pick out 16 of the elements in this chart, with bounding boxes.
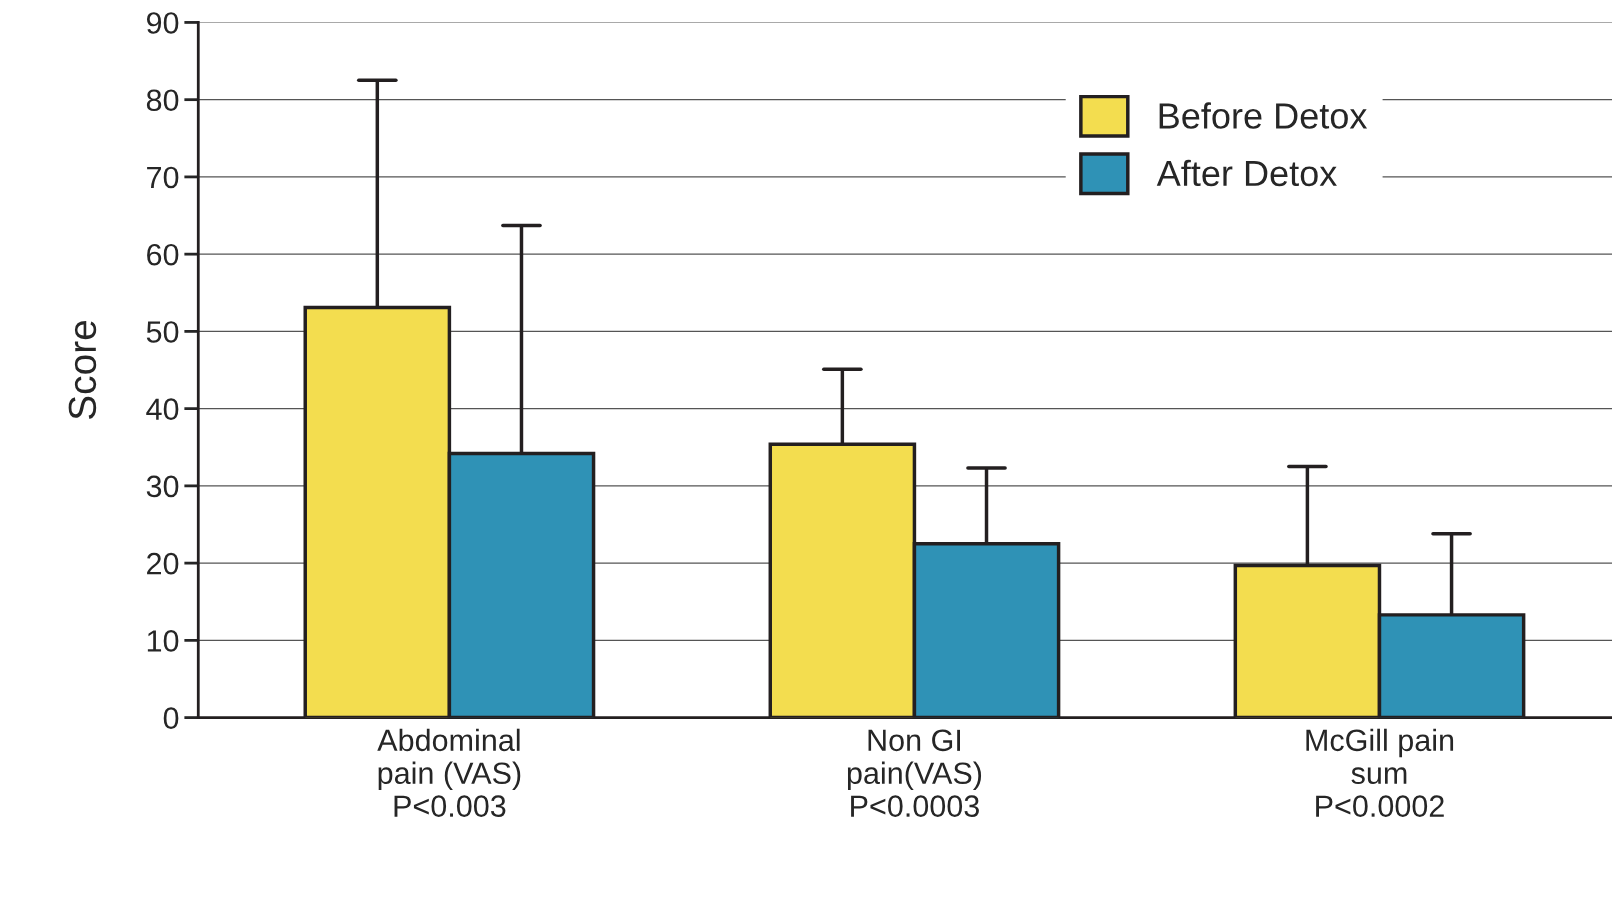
y-tick-label: 30 [146,475,179,498]
y-axis-title: Score [68,320,97,420]
x-tick-label: Abdominal pain (VAS) P<0.003 [377,728,521,817]
y-tick-label: 90 [146,12,179,34]
y-tick-label: 60 [147,243,179,266]
legend-label: Before Detox [1159,102,1368,129]
y-tick-label: 80 [146,89,179,112]
y-tick-label: 40 [146,398,179,421]
legend-label: After Detox [1156,159,1337,187]
y-tick-label: 0 [163,707,179,729]
y-tick-label: 50 [146,321,179,343]
y-tick-label: 10 [147,630,179,652]
y-tick-label: 70 [147,166,179,189]
y-tick-label: 20 [147,552,179,575]
x-tick-label: McGill pain sum P<0.0002 [1306,728,1454,817]
x-tick-label: Non GI pain(VAS) P<0.0003 [847,729,982,817]
